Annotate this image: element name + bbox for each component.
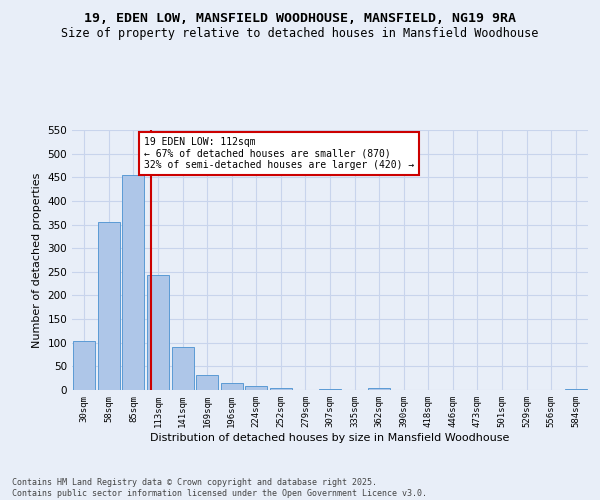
- Bar: [270, 388, 292, 390]
- Bar: [147, 274, 169, 390]
- Text: Contains HM Land Registry data © Crown copyright and database right 2025.
Contai: Contains HM Land Registry data © Crown c…: [12, 478, 427, 498]
- Bar: [73, 341, 95, 390]
- Bar: [319, 388, 341, 390]
- Bar: [245, 386, 268, 390]
- X-axis label: Distribution of detached houses by size in Mansfield Woodhouse: Distribution of detached houses by size …: [151, 432, 509, 442]
- Bar: [122, 175, 145, 390]
- Text: 19, EDEN LOW, MANSFIELD WOODHOUSE, MANSFIELD, NG19 9RA: 19, EDEN LOW, MANSFIELD WOODHOUSE, MANSF…: [84, 12, 516, 26]
- Bar: [565, 388, 587, 390]
- Bar: [196, 375, 218, 390]
- Bar: [98, 222, 120, 390]
- Bar: [172, 348, 194, 390]
- Text: Size of property relative to detached houses in Mansfield Woodhouse: Size of property relative to detached ho…: [61, 28, 539, 40]
- Bar: [221, 384, 243, 390]
- Text: 19 EDEN LOW: 112sqm
← 67% of detached houses are smaller (870)
32% of semi-detac: 19 EDEN LOW: 112sqm ← 67% of detached ho…: [144, 137, 414, 170]
- Bar: [368, 388, 390, 390]
- Y-axis label: Number of detached properties: Number of detached properties: [32, 172, 42, 348]
